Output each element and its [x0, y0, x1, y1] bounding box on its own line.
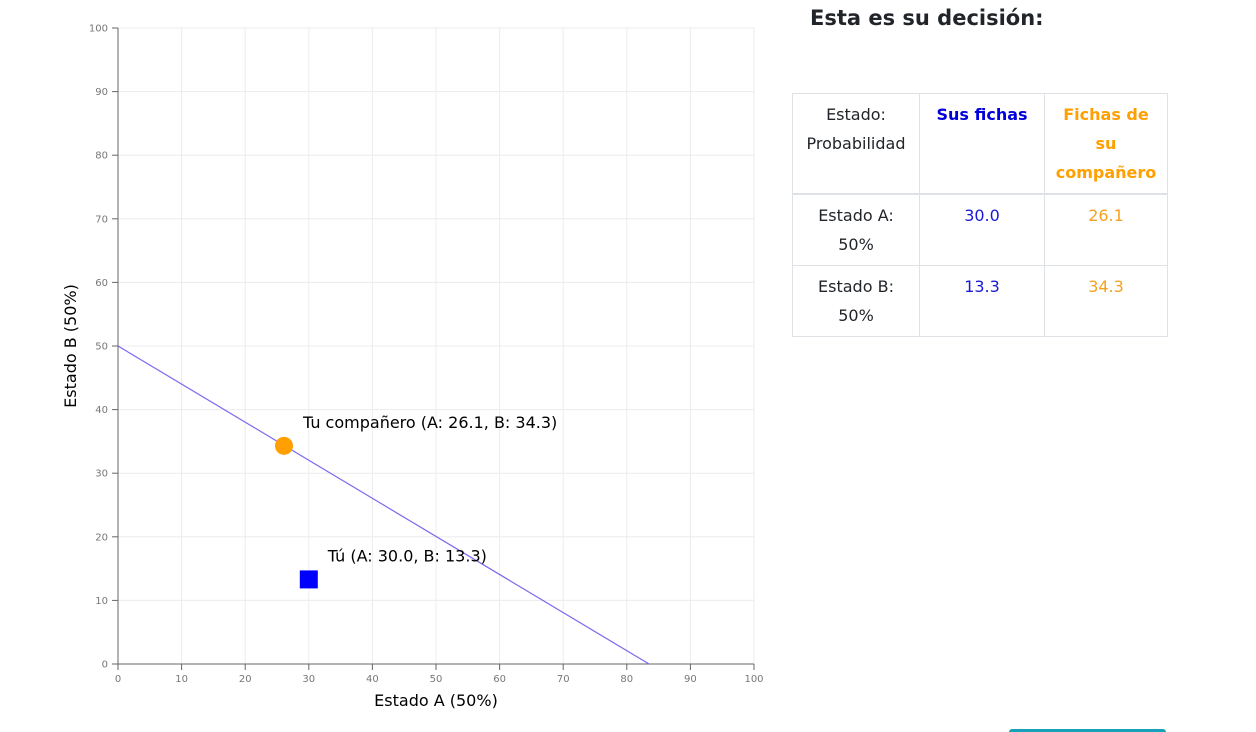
chart-axes: 0 10 20 30 40 50 60 70 80 90 100 0 10 20 30 40 50 60 70 80 9… [89, 24, 764, 686]
x-tick-label: 70 [557, 674, 570, 685]
y-tick-label: 80 [95, 151, 108, 162]
x-tick-label: 90 [684, 674, 697, 685]
decision-title: Esta es su decisión: [810, 6, 1044, 30]
y-tick-label: 40 [95, 405, 108, 416]
y-axis-title: Estado B (50%) [61, 284, 80, 408]
budget-line [117, 345, 650, 665]
row-partner-value: 26.1 [1044, 193, 1168, 266]
y-tick-label: 70 [95, 214, 108, 225]
x-tick-label: 20 [239, 674, 252, 685]
y-tick-label: 100 [89, 24, 108, 35]
chart-grid [117, 27, 755, 665]
table-header-row: Estado: Probabilidad Sus fichas Fichas d… [792, 93, 1168, 195]
y-tick-label: 50 [95, 342, 108, 353]
decision-table: Estado: Probabilidad Sus fichas Fichas d… [792, 93, 1168, 337]
own-point-label: Tú (A: 30.0, B: 13.3) [327, 546, 487, 565]
table-row: Estado A: 50% 30.0 26.1 [792, 193, 1168, 266]
x-tick-label: 50 [430, 674, 443, 685]
y-tick-label: 30 [95, 469, 108, 480]
x-tick-label: 60 [493, 674, 506, 685]
y-tick-label: 20 [95, 532, 108, 543]
y-tick-label: 0 [102, 660, 108, 671]
next-button[interactable] [1009, 729, 1166, 732]
own-point [299, 570, 318, 589]
row-own-value: 13.3 [919, 265, 1045, 337]
x-axis-title: Estado A (50%) [374, 691, 498, 710]
x-tick-label: 10 [175, 674, 188, 685]
header-state-probability: Estado: Probabilidad [792, 93, 920, 195]
y-tick-label: 90 [95, 87, 108, 98]
x-tick-label: 80 [620, 674, 633, 685]
header-own-tokens: Sus fichas [919, 93, 1045, 195]
y-tick-label: 60 [95, 278, 108, 289]
header-partner-tokens: Fichas de su compañero [1044, 93, 1168, 195]
partner-point [274, 436, 293, 455]
x-tick-label: 40 [366, 674, 379, 685]
x-tick-label: 30 [302, 674, 315, 685]
y-tick-label: 10 [95, 596, 108, 607]
row-state-label: Estado B: 50% [792, 265, 920, 337]
decision-chart: 0 10 20 30 40 50 60 70 80 90 100 0 10 20 30 40 50 60 70 80 9… [61, 24, 764, 711]
x-tick-label: 100 [744, 674, 763, 685]
table-row: Estado B: 50% 13.3 34.3 [792, 265, 1168, 337]
partner-point-label: Tu compañero (A: 26.1, B: 34.3) [302, 413, 557, 432]
row-partner-value: 34.3 [1044, 265, 1168, 337]
x-tick-label: 0 [115, 674, 121, 685]
row-state-label: Estado A: 50% [792, 193, 920, 266]
row-own-value: 30.0 [919, 193, 1045, 266]
chart-marks: Tu compañero (A: 26.1, B: 34.3) Tú (A: 30… [117, 345, 650, 665]
